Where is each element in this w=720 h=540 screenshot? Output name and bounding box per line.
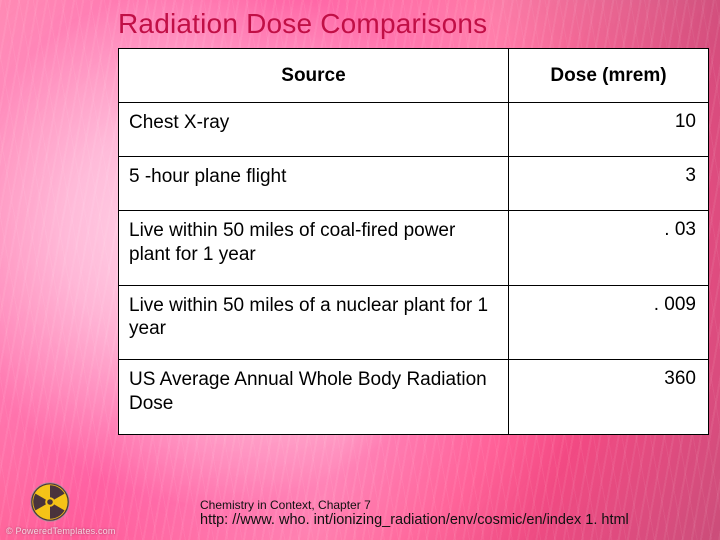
- page-title: Radiation Dose Comparisons: [0, 8, 720, 40]
- source-url-text: http: //www. who. int/ionizing_radiation…: [200, 512, 710, 528]
- table-row: Live within 50 miles of a nuclear plant …: [119, 285, 709, 360]
- cell-dose: 360: [509, 360, 709, 435]
- slide: Radiation Dose Comparisons Source Dose (…: [0, 0, 720, 540]
- cell-dose: 10: [509, 103, 709, 157]
- table-row: US Average Annual Whole Body Radiation D…: [119, 360, 709, 435]
- table-row: 5 -hour plane flight 3: [119, 157, 709, 211]
- col-header-dose: Dose (mrem): [509, 49, 709, 103]
- cell-dose: . 03: [509, 211, 709, 286]
- cell-source: Live within 50 miles of coal-fired power…: [119, 211, 509, 286]
- dose-table-container: Source Dose (mrem) Chest X-ray 10 5 -hou…: [118, 48, 708, 435]
- cell-source: Chest X-ray: [119, 103, 509, 157]
- table-row: Chest X-ray 10: [119, 103, 709, 157]
- dose-table: Source Dose (mrem) Chest X-ray 10 5 -hou…: [118, 48, 709, 435]
- citation-text: Chemistry in Context, Chapter 7: [200, 498, 710, 512]
- table-row: Live within 50 miles of coal-fired power…: [119, 211, 709, 286]
- cell-source: 5 -hour plane flight: [119, 157, 509, 211]
- footer: Chemistry in Context, Chapter 7 http: //…: [200, 498, 710, 528]
- cell-source: Live within 50 miles of a nuclear plant …: [119, 285, 509, 360]
- cell-dose: . 009: [509, 285, 709, 360]
- table-header-row: Source Dose (mrem): [119, 49, 709, 103]
- cell-dose: 3: [509, 157, 709, 211]
- col-header-source: Source: [119, 49, 509, 103]
- cell-source: US Average Annual Whole Body Radiation D…: [119, 360, 509, 435]
